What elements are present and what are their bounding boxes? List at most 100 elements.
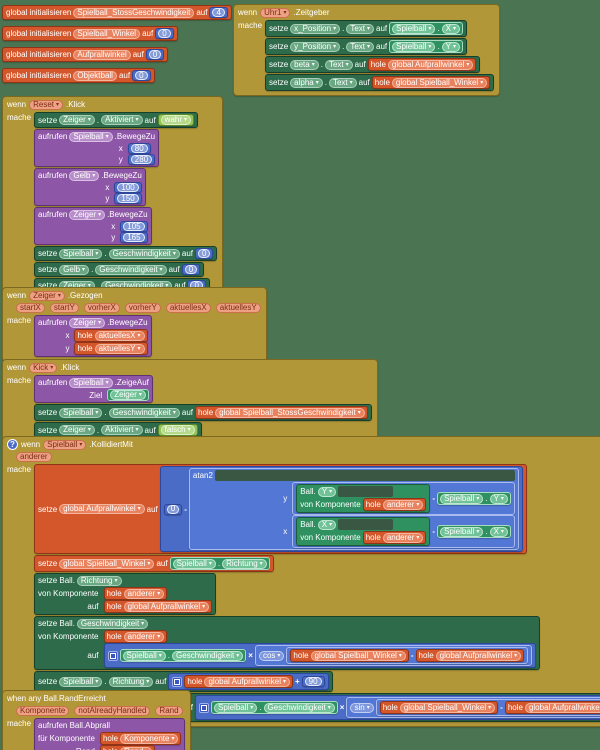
event-spielball-kollidiertmit[interactable]: ? wenn Spielball ▾ .KollidiertMit anderer mach… <box>2 436 600 727</box>
dropdown-global-aufprallwinkel[interactable]: global Aufprallwinkel▾ <box>59 504 145 514</box>
set-global-aufprallwinkel[interactable]: setze global Aufprallwinkel ▾ auf 0- atan2 y Ba… <box>34 464 527 554</box>
get-block-global-spielball-winkel[interactable]: hole global Spielball_Winkel ▾ <box>379 701 499 714</box>
dropdown-geschwindigkeit[interactable]: Geschwindigkeit▾ <box>95 264 167 275</box>
param-anderer[interactable]: anderer <box>16 451 52 462</box>
dropdown-uhr1[interactable]: Uhr1 ▾ <box>260 7 291 18</box>
event-any-ball-randerreicht[interactable]: when any Ball.RandErreicht Komponente notA… <box>2 690 192 750</box>
param-vorhery[interactable]: vorherY <box>124 302 161 313</box>
setter-block[interactable]: setze Spielball ▾. Geschwindigkeit ▾ auf hole g… <box>34 404 372 421</box>
dropdown-spielball[interactable]: Spielball▾ <box>59 676 103 687</box>
event-zeiger-gezogen[interactable]: wenn Zeiger ▾ .Gezogen startX startY vorherX vo… <box>2 287 267 362</box>
get-block-aktuellesx[interactable]: hole aktuellesX ▾ <box>74 329 148 342</box>
dropdown-kick[interactable]: Kick ▾ <box>29 362 58 373</box>
number-block[interactable]: 105 <box>120 221 148 232</box>
variable-block[interactable]: global initialisieren Objektball auf 0 <box>2 68 155 83</box>
dropdown-sin[interactable]: sin ▾ <box>350 702 374 713</box>
math-block[interactable]: hole global Spielball_Winkel ▾ - hole global … <box>375 699 600 716</box>
name-field-aufprallwinkel[interactable]: Aufprallwinkel <box>73 49 131 60</box>
dropdown-reset[interactable]: Reset ▾ <box>29 99 64 110</box>
dropdown-anderer[interactable]: anderer ▾ <box>382 499 424 510</box>
dropdown-gelb[interactable]: Gelb ▾ <box>59 264 90 275</box>
number-block[interactable]: 100 <box>114 182 142 193</box>
dropdown-spielball[interactable]: Spielball▾ <box>214 702 258 713</box>
dropdown-y[interactable]: Y ▾ <box>489 493 508 504</box>
math-block[interactable]: 0- atan2 y Ball. Y ▾ von Komponente hole anderer… <box>159 466 523 552</box>
generic-property-getter-block[interactable]: Ball. Y ▾ von Komponente hole anderer ▾ <box>296 484 431 513</box>
property-getter-block[interactable]: Spielball ▾. Y ▾ <box>389 40 463 53</box>
dropdown-geschwindigkeit[interactable]: Geschwindigkeit▾ <box>108 407 180 418</box>
param-startx[interactable]: startX <box>16 302 45 313</box>
dropdown-spielball[interactable]: Spielball▾ <box>392 41 436 52</box>
math-block[interactable]: Spielball ▾. Geschwindigkeit ▾ × cos ▾ hole glob… <box>103 643 537 668</box>
mutator-icon[interactable] <box>172 676 183 687</box>
dropdown-anderer[interactable]: anderer ▾ <box>382 532 424 543</box>
dropdown-geschwindigkeit[interactable]: Geschwindigkeit▾ <box>76 618 149 629</box>
mutator-icon[interactable] <box>199 702 210 713</box>
name-field-spielball-stossgeschwindigkeit[interactable]: Spielball_StossGeschwindigkeit <box>73 7 195 18</box>
property-getter-block[interactable]: Spielball ▾. Geschwindigkeit ▾ <box>211 701 338 714</box>
number-block[interactable]: 0 <box>163 503 183 515</box>
dropdown-global-spielball-stossgeschwindigkeit[interactable]: global Spielball_StossGeschwindigkeit ▾ <box>215 407 365 418</box>
get-block-global-spielball-winkel[interactable]: hole global Spielball_Winkel ▾ <box>371 76 491 89</box>
number-block[interactable]: 280 <box>127 154 156 165</box>
param-vorherx[interactable]: vorherX <box>83 302 120 313</box>
property-getter-block[interactable]: Spielball ▾. X ▾ <box>389 22 463 35</box>
set-any-ball-richtung[interactable]: setze Ball. Richtung ▾ von Komponente hole an… <box>34 573 217 615</box>
name-field-spielball-winkel[interactable]: Spielball_Winkel <box>73 28 141 39</box>
get-block-anderer[interactable]: hole anderer ▾ <box>103 630 168 643</box>
math-block[interactable]: Ball. Y ▾ von Komponente hole anderer ▾ - Spielb… <box>292 482 515 515</box>
dropdown-spielball[interactable]: Spielball▾ <box>59 248 103 259</box>
dropdown-zeiger[interactable]: Zeiger ▾ <box>69 317 106 328</box>
dropdown-alpha[interactable]: alpha ▾ <box>290 77 323 88</box>
dropdown-global-aufprallwinkel[interactable]: global Aufprallwinkel▾ <box>524 702 600 713</box>
param-starty[interactable]: startY <box>49 302 79 313</box>
number-block[interactable]: 0 <box>155 28 174 39</box>
dropdown-x-position[interactable]: x_Position ▾ <box>290 23 341 34</box>
dropdown-global-spielball-winkel[interactable]: global Spielball_Winkel ▾ <box>310 650 406 661</box>
dropdown-aktiviert[interactable]: Aktiviert ▾ <box>101 115 143 125</box>
number-block[interactable]: 4 <box>209 7 228 18</box>
dropdown-aktuellesy[interactable]: aktuellesY ▾ <box>94 343 145 354</box>
dropdown-gelb[interactable]: Gelb ▾ <box>69 170 100 181</box>
call-block[interactable]: aufrufen Zeiger ▾ .BewegeZu x hole aktuellesX ▾… <box>34 315 152 357</box>
event-reset-klick[interactable]: wenn Reset ▾ .Klick mache setze Zeiger ▾. Aktivi… <box>2 94 224 298</box>
init-global-aufprallwinkel[interactable]: global initialisieren Aufprallwinkel auf 0 <box>2 44 169 62</box>
component-block-zeiger[interactable]: Zeiger ▾ <box>107 389 149 401</box>
dropdown-cos[interactable]: cos ▾ <box>258 650 285 661</box>
dropdown-spielball[interactable]: Spielball▾ <box>392 23 436 34</box>
dropdown-global-spielball-winkel[interactable]: global Spielball_Winkel ▾ <box>391 77 488 88</box>
property-getter-block[interactable]: Spielball ▾. Richtung ▾ <box>169 557 270 570</box>
setter-block[interactable]: setze Zeiger ▾. Aktiviert ▾ auf wahr ▾ <box>34 112 199 128</box>
dropdown-spielball[interactable]: Spielball▾ <box>440 493 484 504</box>
dropdown-anderer[interactable]: anderer ▾ <box>123 631 165 642</box>
event-zeiger-gezogen[interactable]: wenn Zeiger ▾ .Gezogen startX startY vorherX vo… <box>2 285 267 362</box>
setter-block[interactable]: setze beta ▾. Text ▾ auf hole global Aufprallwi… <box>265 56 481 73</box>
dropdown-global-spielball-winkel[interactable]: global Spielball_Winkel ▾ <box>59 558 155 569</box>
property-getter-block[interactable]: Spielball ▾. Y ▾ <box>437 492 511 505</box>
event-spielball-kollidiertmit[interactable]: ? wenn Spielball ▾ .KollidiertMit anderer mach… <box>2 434 600 727</box>
get-block-rand[interactable]: holeRand▾ <box>99 745 156 750</box>
math-block[interactable]: hole global Spielball_Winkel ▾ - hole global … <box>286 647 529 664</box>
dropdown-zeiger[interactable]: Zeiger ▾ <box>59 425 95 435</box>
event-any-ball-randerreicht[interactable]: when any Ball.RandErreicht Komponente notA… <box>2 688 192 750</box>
dropdown-beta[interactable]: beta ▾ <box>290 59 319 70</box>
dropdown-anderer[interactable]: anderer ▾ <box>123 588 165 599</box>
param-aktuellesy[interactable]: aktuellesY <box>215 302 261 313</box>
dropdown-spielball[interactable]: Spielball▾ <box>69 131 113 142</box>
get-block-global-spielball-stossgeschwindigkeit[interactable]: hole global Spielball_StossGeschwindigkei… <box>195 406 368 419</box>
event-uhr1-zeitgeber[interactable]: wenn Uhr1 ▾ .Zeitgeber mache setze x_Position ▾… <box>233 4 501 96</box>
variable-block[interactable]: global initialisieren Spielball_Winkel auf… <box>2 26 178 41</box>
dropdown-y[interactable]: Y ▾ <box>317 486 337 497</box>
get-block-global-spielball-winkel[interactable]: hole global Spielball_Winkel ▾ <box>290 649 409 662</box>
number-block[interactable]: 150 <box>114 193 142 204</box>
init-global-spielball-stossgeschwindigkeit[interactable]: global initialisieren Spielball_StossGesc… <box>2 2 232 20</box>
mutator-icon[interactable] <box>107 650 118 661</box>
number-block[interactable]: 0 <box>132 70 151 81</box>
dropdown-spielball[interactable]: Spielball▾ <box>172 558 216 569</box>
dropdown-spielball[interactable]: Spielball▾ <box>43 439 87 450</box>
dropdown-global-spielball-winkel[interactable]: global Spielball_Winkel ▾ <box>399 702 496 713</box>
dropdown-spielball[interactable]: Spielball▾ <box>122 650 166 661</box>
